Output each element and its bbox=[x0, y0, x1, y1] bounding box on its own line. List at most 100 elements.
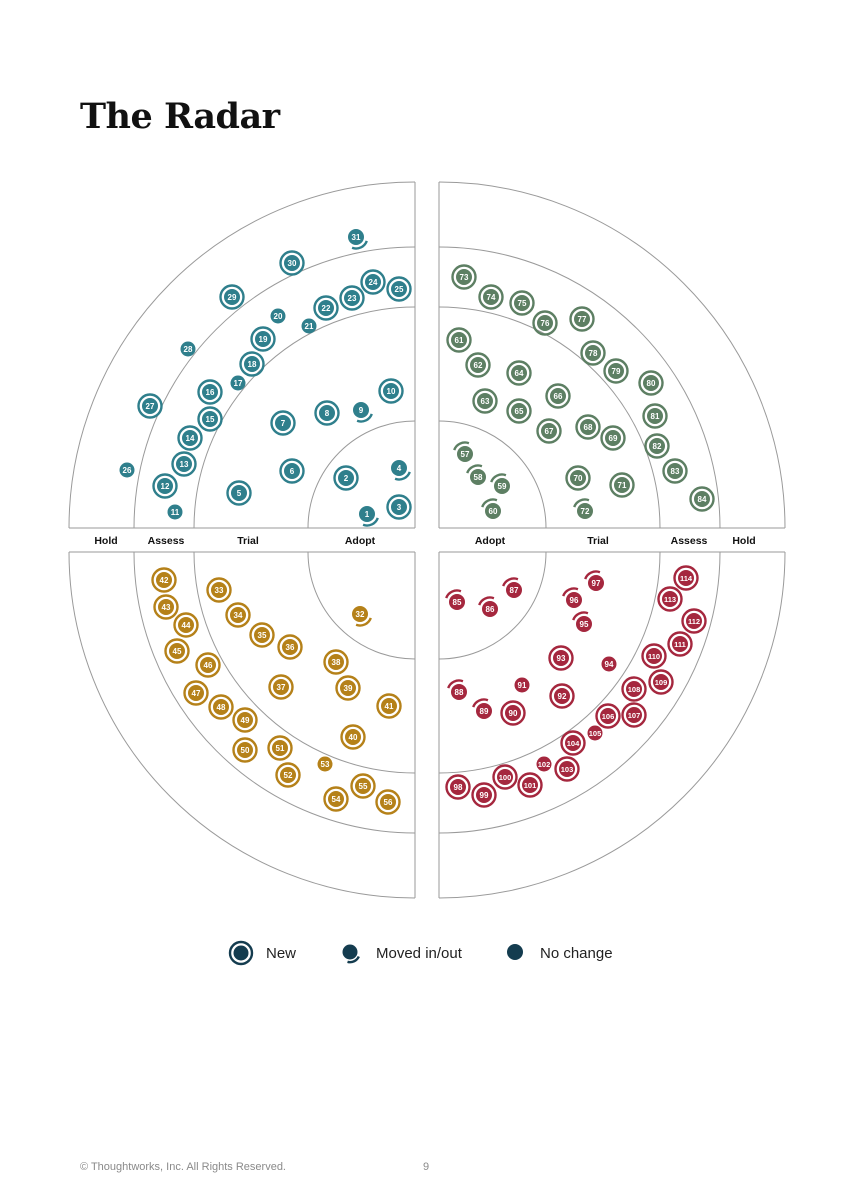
blip-94[interactable]: 94 bbox=[601, 656, 617, 672]
blip-90[interactable]: 90 bbox=[500, 700, 526, 726]
blip-50[interactable]: 50 bbox=[232, 737, 258, 763]
blip-5[interactable]: 5 bbox=[226, 480, 252, 506]
blip-85[interactable]: 85 bbox=[445, 589, 465, 610]
blip-44[interactable]: 44 bbox=[173, 612, 199, 638]
blip-33[interactable]: 33 bbox=[206, 577, 232, 603]
blip-106[interactable]: 106 bbox=[595, 703, 621, 729]
blip-6[interactable]: 6 bbox=[279, 458, 305, 484]
blip-64[interactable]: 64 bbox=[506, 360, 532, 386]
blip-16[interactable]: 16 bbox=[197, 379, 223, 405]
blip-105[interactable]: 105 bbox=[587, 725, 603, 741]
blip-25[interactable]: 25 bbox=[386, 276, 412, 302]
blip-27[interactable]: 27 bbox=[137, 393, 163, 419]
blip-62[interactable]: 62 bbox=[465, 352, 491, 378]
blip-34[interactable]: 34 bbox=[225, 602, 251, 628]
blip-13[interactable]: 13 bbox=[171, 451, 197, 477]
blip-87[interactable]: 87 bbox=[502, 577, 522, 598]
blip-69[interactable]: 69 bbox=[600, 425, 626, 451]
blip-24[interactable]: 24 bbox=[360, 269, 386, 295]
blip-57[interactable]: 57 bbox=[453, 441, 473, 462]
blip-100[interactable]: 100 bbox=[492, 764, 518, 790]
blip-61[interactable]: 61 bbox=[446, 327, 472, 353]
blip-70[interactable]: 70 bbox=[565, 465, 591, 491]
blip-97[interactable]: 97 bbox=[584, 570, 604, 592]
blip-91[interactable]: 91 bbox=[514, 677, 530, 693]
blip-76[interactable]: 76 bbox=[532, 310, 558, 336]
blip-40[interactable]: 40 bbox=[340, 724, 366, 750]
blip-101[interactable]: 101 bbox=[517, 772, 543, 798]
blip-93[interactable]: 93 bbox=[548, 645, 574, 671]
blip-59[interactable]: 59 bbox=[490, 473, 510, 494]
blip-9[interactable]: 9 bbox=[353, 402, 373, 423]
blip-103[interactable]: 103 bbox=[554, 756, 580, 782]
blip-29[interactable]: 29 bbox=[219, 284, 245, 310]
blip-114[interactable]: 114 bbox=[673, 565, 699, 591]
blip-43[interactable]: 43 bbox=[153, 594, 179, 620]
blip-98[interactable]: 98 bbox=[445, 774, 471, 800]
blip-30[interactable]: 30 bbox=[279, 250, 305, 276]
blip-56[interactable]: 56 bbox=[375, 789, 401, 815]
blip-89[interactable]: 89 bbox=[472, 698, 492, 720]
blip-4[interactable]: 4 bbox=[391, 460, 411, 481]
blip-3[interactable]: 3 bbox=[386, 494, 412, 520]
blip-80[interactable]: 80 bbox=[638, 370, 664, 396]
blip-110[interactable]: 110 bbox=[641, 643, 667, 669]
blip-58[interactable]: 58 bbox=[466, 464, 486, 486]
blip-12[interactable]: 12 bbox=[152, 473, 178, 499]
blip-65[interactable]: 65 bbox=[506, 398, 532, 424]
blip-108[interactable]: 108 bbox=[621, 676, 647, 702]
blip-11[interactable]: 11 bbox=[167, 504, 183, 520]
blip-17[interactable]: 17 bbox=[230, 375, 246, 391]
blip-26[interactable]: 26 bbox=[119, 462, 135, 478]
blip-39[interactable]: 39 bbox=[335, 675, 361, 701]
blip-35[interactable]: 35 bbox=[249, 622, 275, 648]
blip-18[interactable]: 18 bbox=[239, 351, 265, 377]
blip-74[interactable]: 74 bbox=[478, 284, 504, 310]
blip-51[interactable]: 51 bbox=[267, 735, 293, 761]
blip-37[interactable]: 37 bbox=[268, 674, 294, 700]
blip-42[interactable]: 42 bbox=[151, 567, 177, 593]
blip-7[interactable]: 7 bbox=[270, 410, 296, 436]
blip-45[interactable]: 45 bbox=[164, 638, 190, 664]
blip-38[interactable]: 38 bbox=[323, 649, 349, 675]
blip-48[interactable]: 48 bbox=[208, 694, 234, 720]
blip-53[interactable]: 53 bbox=[317, 756, 333, 772]
blip-96[interactable]: 96 bbox=[562, 587, 582, 609]
blip-20[interactable]: 20 bbox=[270, 308, 286, 324]
blip-41[interactable]: 41 bbox=[376, 693, 402, 719]
blip-1[interactable]: 1 bbox=[359, 506, 379, 527]
blip-19[interactable]: 19 bbox=[250, 326, 276, 352]
blip-36[interactable]: 36 bbox=[277, 634, 303, 660]
blip-78[interactable]: 78 bbox=[580, 340, 606, 366]
blip-112[interactable]: 112 bbox=[681, 608, 707, 634]
blip-28[interactable]: 28 bbox=[180, 341, 196, 357]
blip-109[interactable]: 109 bbox=[648, 669, 674, 695]
blip-83[interactable]: 83 bbox=[662, 458, 688, 484]
blip-67[interactable]: 67 bbox=[536, 418, 562, 444]
blip-82[interactable]: 82 bbox=[644, 433, 670, 459]
blip-22[interactable]: 22 bbox=[313, 295, 339, 321]
blip-31[interactable]: 31 bbox=[348, 229, 368, 250]
blip-79[interactable]: 79 bbox=[603, 358, 629, 384]
blip-55[interactable]: 55 bbox=[350, 773, 376, 799]
blip-102[interactable]: 102 bbox=[536, 756, 552, 772]
blip-8[interactable]: 8 bbox=[314, 400, 340, 426]
blip-10[interactable]: 10 bbox=[378, 378, 404, 404]
blip-47[interactable]: 47 bbox=[183, 680, 209, 706]
blip-75[interactable]: 75 bbox=[509, 290, 535, 316]
blip-32[interactable]: 32 bbox=[352, 606, 372, 627]
blip-104[interactable]: 104 bbox=[560, 730, 586, 756]
blip-15[interactable]: 15 bbox=[197, 406, 223, 432]
blip-111[interactable]: 111 bbox=[667, 631, 693, 657]
blip-77[interactable]: 77 bbox=[569, 306, 595, 332]
blip-84[interactable]: 84 bbox=[689, 486, 715, 512]
blip-73[interactable]: 73 bbox=[451, 264, 477, 290]
blip-81[interactable]: 81 bbox=[642, 403, 668, 429]
blip-95[interactable]: 95 bbox=[572, 611, 592, 632]
blip-68[interactable]: 68 bbox=[575, 414, 601, 440]
blip-86[interactable]: 86 bbox=[478, 596, 498, 618]
blip-2[interactable]: 2 bbox=[333, 465, 359, 491]
blip-54[interactable]: 54 bbox=[323, 786, 349, 812]
blip-92[interactable]: 92 bbox=[549, 683, 575, 709]
blip-107[interactable]: 107 bbox=[621, 702, 647, 728]
